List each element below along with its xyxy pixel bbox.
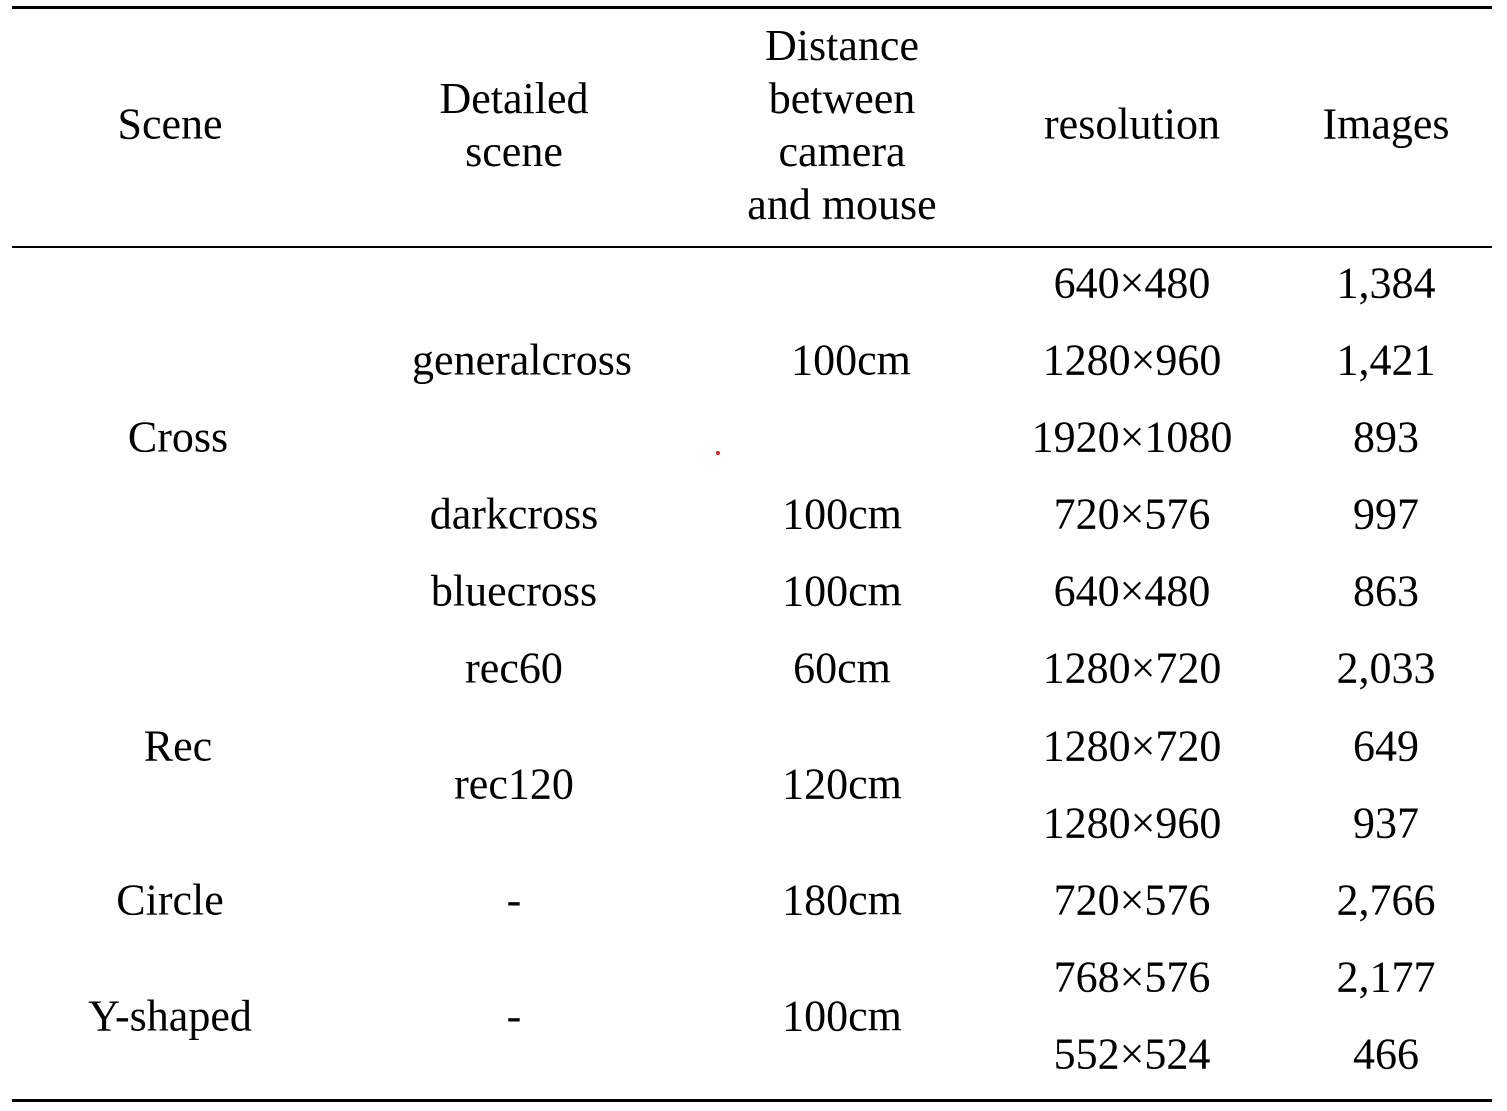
detailed-scene-cell: generalcross bbox=[412, 335, 632, 385]
images-cell: 937 bbox=[1353, 798, 1419, 848]
images-cell: 466 bbox=[1353, 1029, 1419, 1079]
images-cell: 2,033 bbox=[1336, 643, 1436, 693]
resolution-cell: 720×576 bbox=[1053, 875, 1211, 925]
resolution-cell: 552×524 bbox=[1053, 1029, 1211, 1079]
images-cell: 2,766 bbox=[1336, 875, 1436, 925]
images-cell: 1,384 bbox=[1336, 258, 1436, 308]
resolution-cell: 1280×960 bbox=[1042, 798, 1222, 848]
detailed-scene-cell: rec60 bbox=[465, 643, 563, 693]
distance-cell: 60cm bbox=[793, 643, 891, 693]
resolution-cell: 1280×720 bbox=[1042, 643, 1222, 693]
scene-cell: Rec bbox=[143, 721, 213, 771]
resolution-cell: 1280×720 bbox=[1042, 721, 1222, 771]
images-cell: 1,421 bbox=[1336, 335, 1436, 385]
resolution-cell: 768×576 bbox=[1053, 952, 1211, 1002]
bottom-rule bbox=[12, 1099, 1492, 1102]
resolution-cell: 1280×960 bbox=[1042, 335, 1222, 385]
images-cell: 863 bbox=[1353, 566, 1419, 616]
detailed-scene-cell: darkcross bbox=[429, 489, 599, 539]
distance-cell: 100cm bbox=[782, 489, 902, 539]
header-detailed-line-2: scene bbox=[465, 127, 563, 176]
stray-red-dot bbox=[716, 451, 720, 455]
distance-cell: 100cm bbox=[782, 991, 902, 1041]
distance-cell: 120cm bbox=[782, 759, 902, 809]
images-cell: 997 bbox=[1353, 489, 1419, 539]
header-distance-line-3: camera bbox=[778, 127, 906, 176]
scene-cell: Cross bbox=[127, 412, 229, 462]
detailed-scene-cell: - bbox=[506, 875, 522, 925]
resolution-cell: 720×576 bbox=[1053, 489, 1211, 539]
header-detailed-line-1: Detailed bbox=[439, 74, 589, 123]
detailed-scene-cell: rec120 bbox=[454, 759, 574, 809]
images-cell: 649 bbox=[1353, 721, 1419, 771]
header-distance-line-2: between bbox=[768, 74, 916, 123]
distance-cell: 100cm bbox=[791, 335, 911, 385]
resolution-cell: 1920×1080 bbox=[1031, 412, 1233, 462]
resolution-cell: 640×480 bbox=[1053, 566, 1211, 616]
scene-cell: Circle bbox=[116, 875, 224, 925]
resolution-cell: 640×480 bbox=[1053, 258, 1211, 308]
detailed-scene-cell: - bbox=[506, 991, 522, 1041]
header-images: Images bbox=[1322, 99, 1450, 149]
header-detailed-scene: Detailed scene bbox=[439, 72, 588, 178]
distance-cell: 100cm bbox=[782, 566, 902, 616]
header-distance-line-1: Distance bbox=[765, 21, 919, 70]
images-cell: 893 bbox=[1353, 412, 1419, 462]
images-cell: 2,177 bbox=[1336, 952, 1436, 1002]
header-resolution: resolution bbox=[1044, 99, 1220, 149]
top-rule bbox=[12, 6, 1492, 9]
header-distance: Distance between camera and mouse bbox=[747, 19, 936, 231]
header-scene: Scene bbox=[117, 99, 223, 149]
detailed-scene-cell: bluecross bbox=[430, 566, 598, 616]
header-rule bbox=[12, 246, 1492, 248]
header-distance-line-4: and mouse bbox=[747, 180, 937, 229]
scene-cell: Y-shaped bbox=[88, 991, 252, 1041]
distance-cell: 180cm bbox=[782, 875, 902, 925]
